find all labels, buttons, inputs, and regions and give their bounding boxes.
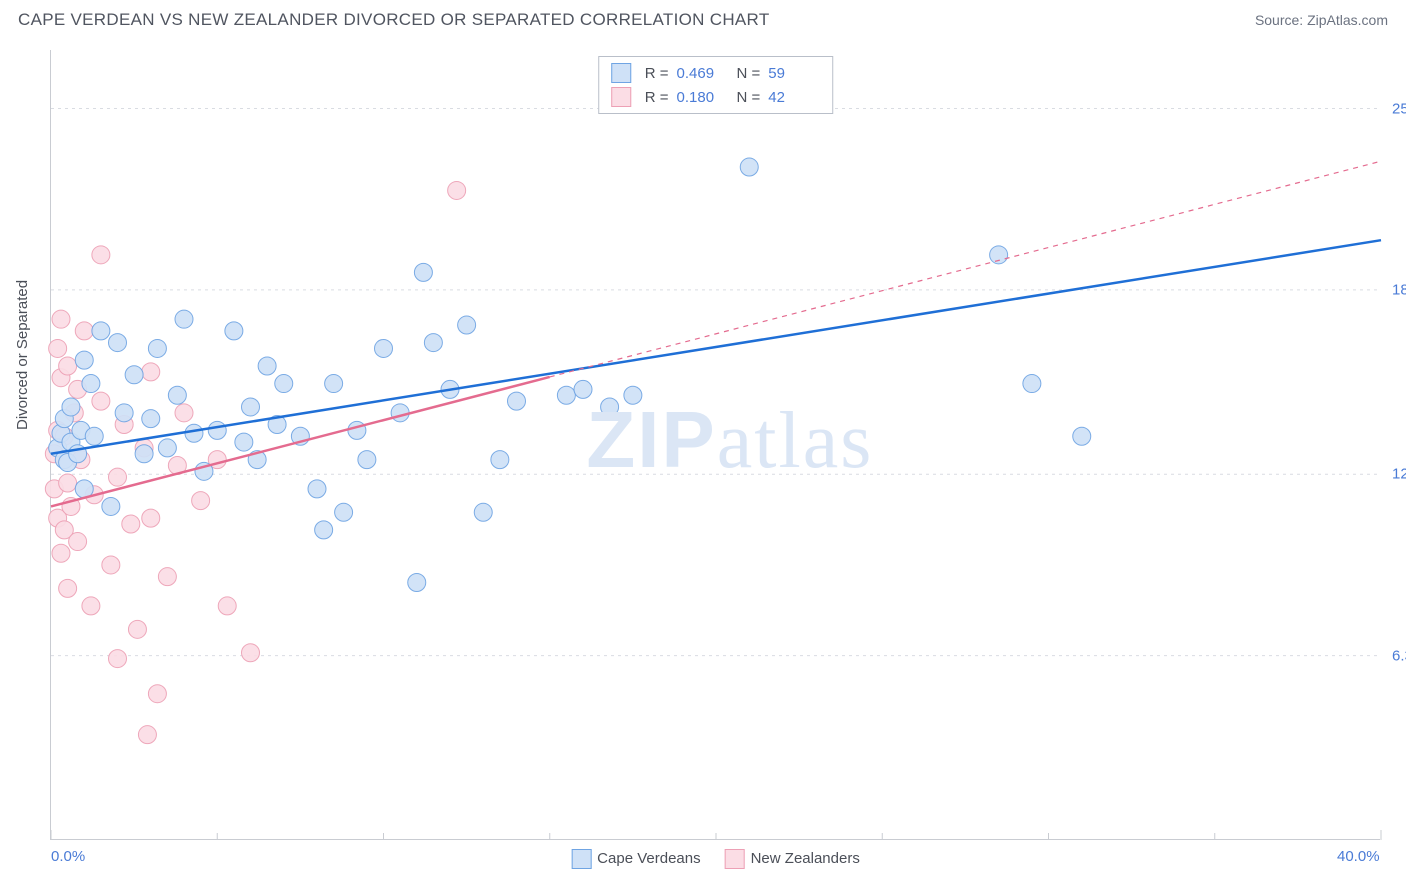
legend-label: Cape Verdeans [597,850,700,867]
correlation-row: R = 0.180 N = 42 [611,85,821,109]
x-tick-label: 40.0% [1337,848,1380,865]
chart-title: CAPE VERDEAN VS NEW ZEALANDER DIVORCED O… [18,10,770,30]
r-label: R = [645,65,669,82]
correlation-row: R = 0.469 N = 59 [611,61,821,85]
legend-item: Cape Verdeans [571,849,700,869]
source-label: Source: ZipAtlas.com [1255,12,1388,28]
legend-item: New Zealanders [725,849,860,869]
n-value: 42 [768,89,820,106]
title-bar: CAPE VERDEAN VS NEW ZEALANDER DIVORCED O… [0,0,1406,36]
y-axis-label: Divorced or Separated [14,280,31,430]
y-tick-label: 12.5% [1384,466,1406,483]
legend-swatch [611,63,631,83]
y-tick-label: 18.8% [1384,281,1406,298]
r-value: 0.180 [677,89,729,106]
x-tick-label: 0.0% [51,848,85,865]
series-legend: Cape Verdeans New Zealanders [571,849,860,869]
legend-swatch [725,849,745,869]
y-tick-label: 25.0% [1384,100,1406,117]
plot-area: ZIPatlas R =0.469N =59R =0.180N =42 Cape… [50,50,1380,840]
correlation-legend: R = 0.469 N = 59 R = 0.180 N = 42 [598,56,834,114]
legend-swatch [571,849,591,869]
n-value: 59 [768,65,820,82]
y-tick-label: 6.3% [1384,647,1406,664]
r-label: R = [645,89,669,106]
n-label: N = [737,65,761,82]
legend-label: New Zealanders [751,850,860,867]
r-value: 0.469 [677,65,729,82]
plot-wrap: ZIPatlas R =0.469N =59R =0.180N =42 Cape… [50,50,1380,840]
scatter-chart [51,50,1381,840]
n-label: N = [737,89,761,106]
legend-swatch [611,87,631,107]
